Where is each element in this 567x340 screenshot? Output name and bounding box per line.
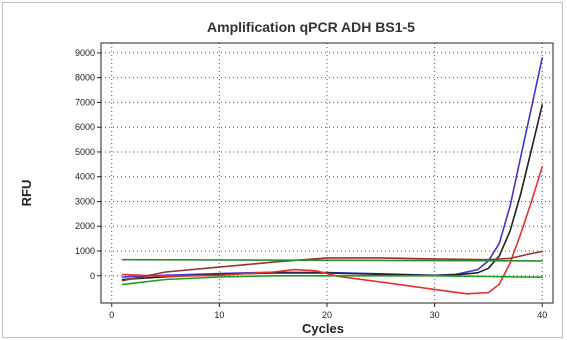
x-tick-label: 0 bbox=[109, 310, 114, 320]
y-tick-label: 1000 bbox=[75, 246, 95, 256]
x-tick-label: 20 bbox=[322, 310, 332, 320]
y-tick-label: 9000 bbox=[75, 48, 95, 58]
y-tick-label: 0 bbox=[90, 271, 95, 281]
y-tick-label: 6000 bbox=[75, 122, 95, 132]
y-tick-label: 3000 bbox=[75, 196, 95, 206]
series-line-3 bbox=[121, 166, 544, 295]
y-tick-labels: 0 1000 2000 3000 4000 5000 6000 7000 8000 9000 bbox=[75, 48, 95, 281]
series-line-5 bbox=[121, 274, 544, 286]
chart-window: Amplification qPCR ADH BS1-5 0 10 20 30 40 0… bbox=[2, 2, 563, 338]
x-tick-labels: 0 10 20 30 40 bbox=[109, 310, 547, 320]
y-tick-label: 5000 bbox=[75, 147, 95, 157]
qpcr-amplification-chart: Amplification qPCR ADH BS1-5 0 10 20 30 40 0… bbox=[19, 19, 554, 336]
axes bbox=[97, 42, 554, 307]
x-axis-label: Cycles bbox=[302, 321, 344, 336]
y-tick-label: 4000 bbox=[75, 172, 95, 182]
y-tick-label: 7000 bbox=[75, 97, 95, 107]
y-axis-label: RFU bbox=[19, 180, 34, 207]
x-tick-label: 40 bbox=[537, 310, 547, 320]
series-line-6 bbox=[121, 258, 544, 262]
series-line-4 bbox=[121, 250, 544, 282]
x-tick-label: 30 bbox=[430, 310, 440, 320]
series-layer bbox=[121, 57, 544, 295]
chart-title: Amplification qPCR ADH BS1-5 bbox=[207, 19, 415, 35]
y-tick-label: 2000 bbox=[75, 221, 95, 231]
x-tick-label: 10 bbox=[214, 310, 224, 320]
y-tick-label: 8000 bbox=[75, 73, 95, 83]
